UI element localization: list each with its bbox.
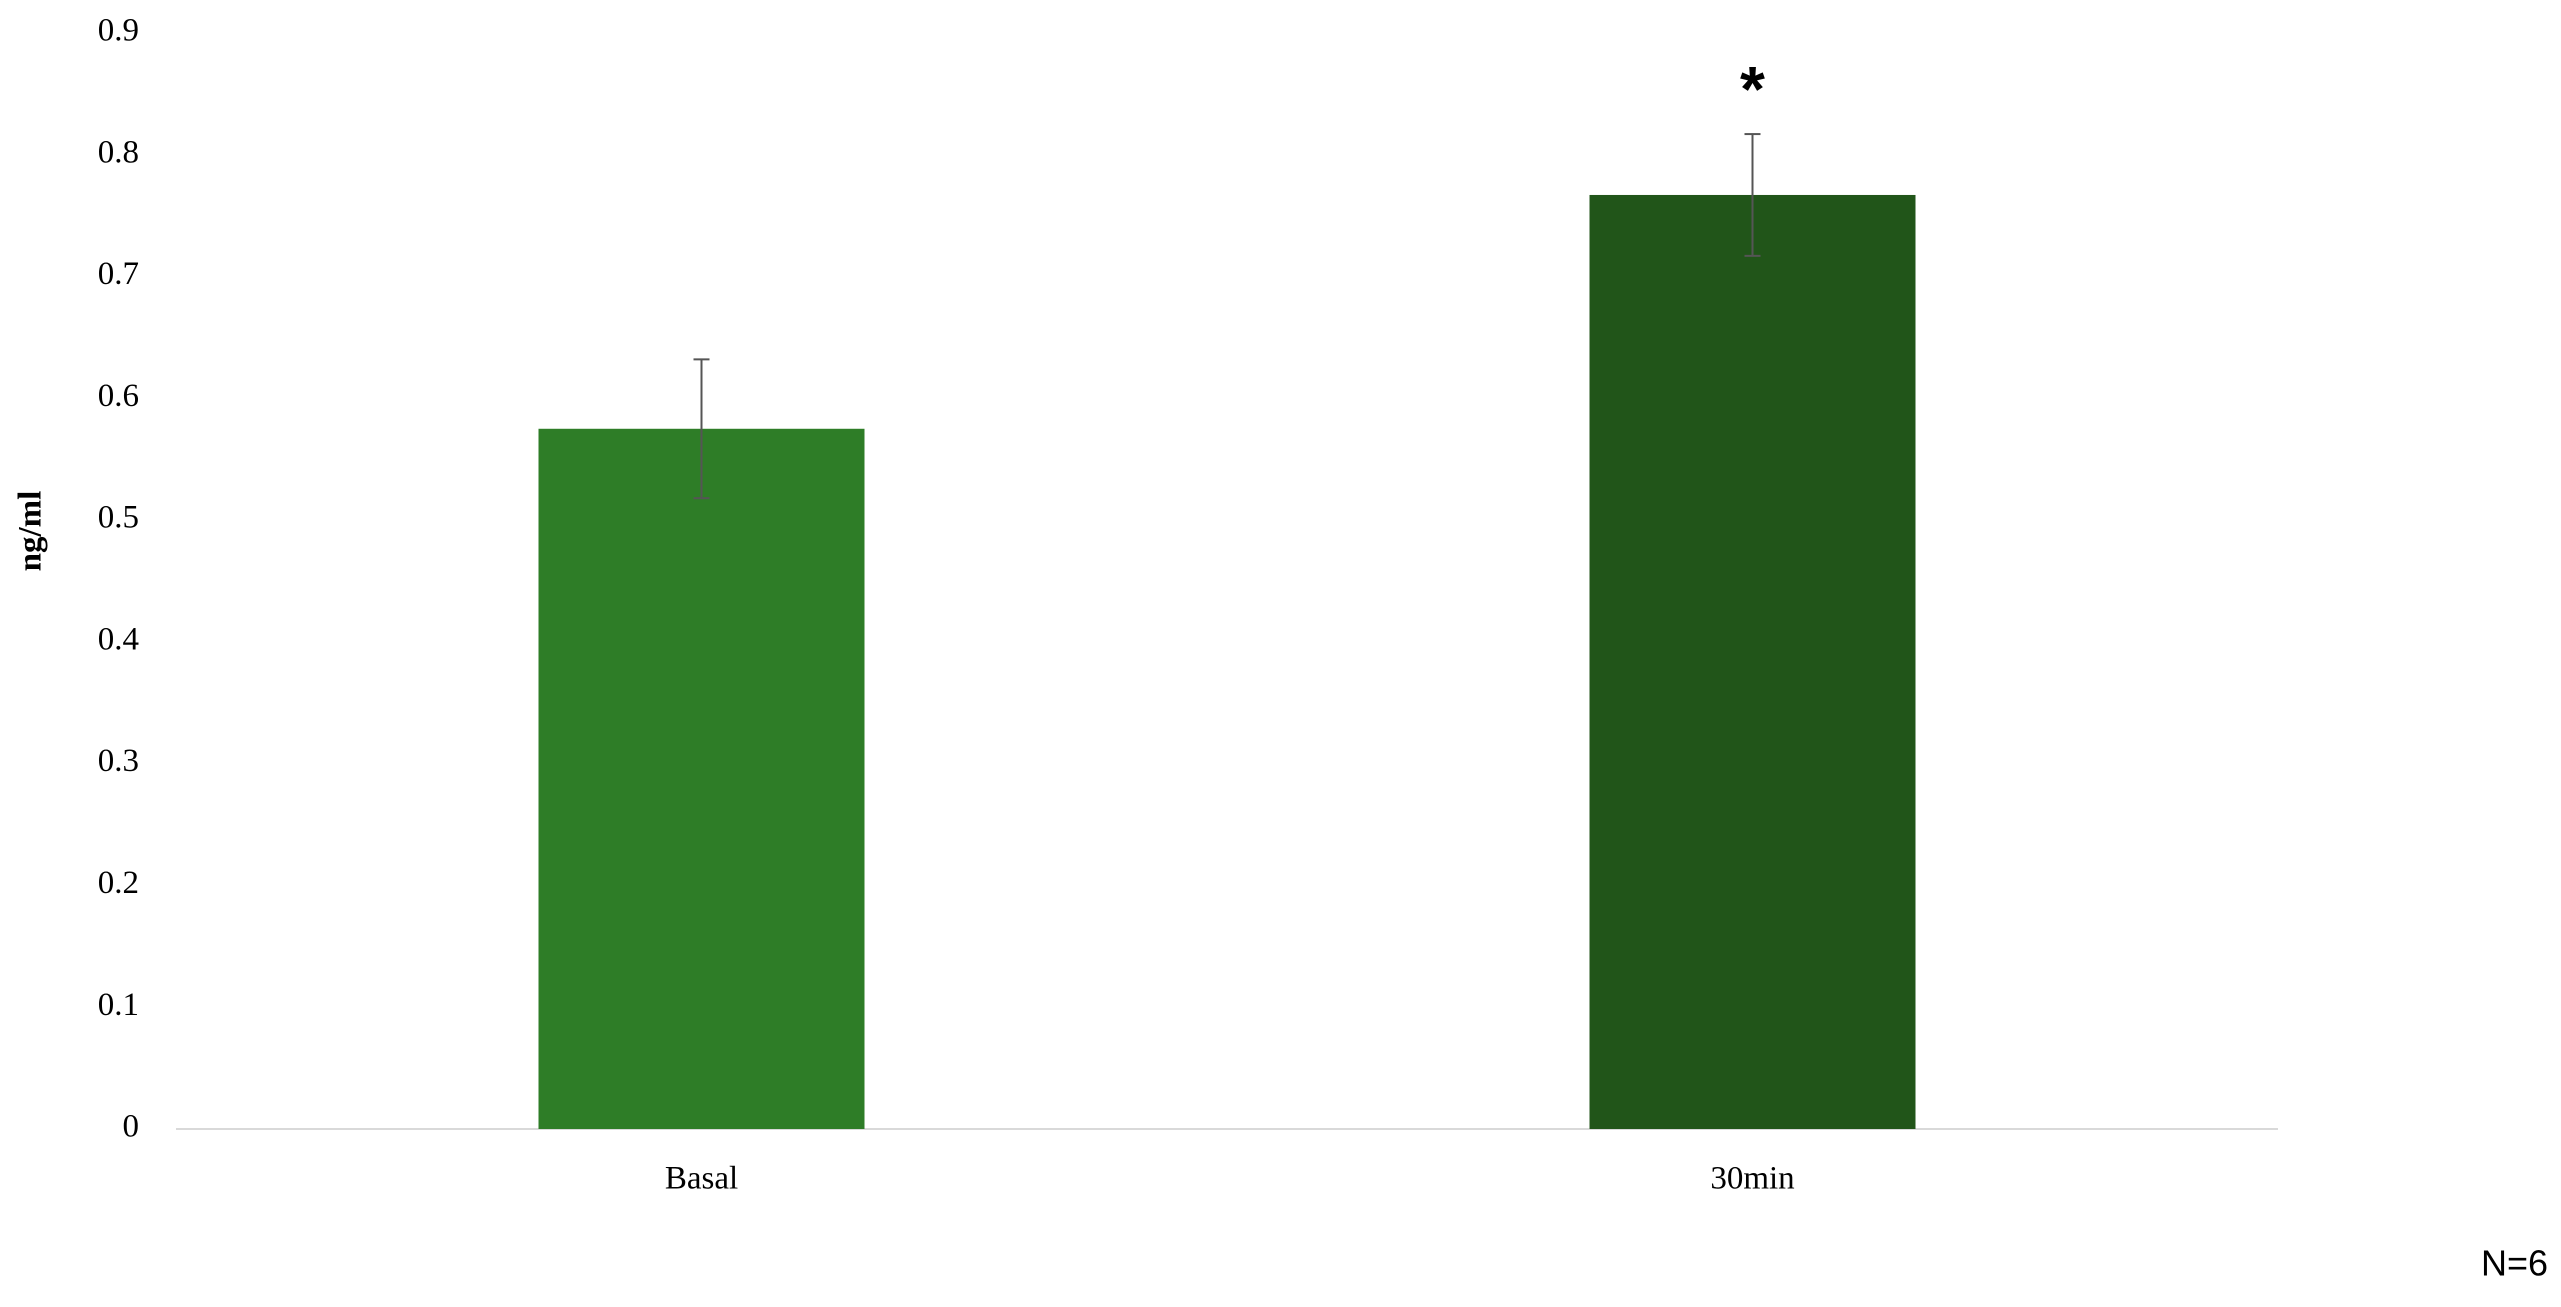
y-axis-label: ng/ml [13,491,49,572]
x-tick-label: 30min [1710,1161,1794,1197]
y-tick-label: 0.5 [98,500,139,536]
y-tick-label: 0.9 [98,13,139,49]
y-tick-label: 0 [123,1109,140,1145]
bar [538,428,865,1129]
y-tick-label: 0.4 [98,621,139,657]
error-bar [1744,133,1761,257]
y-tick-label: 0.1 [98,987,139,1023]
y-tick-label: 0.8 [98,134,139,170]
annotation: * [1740,53,1765,125]
note: N=6 [2481,1243,2548,1284]
y-tick-label: 0.7 [98,256,139,292]
y-tick-label: 0.3 [98,743,139,779]
bar [1589,194,1916,1129]
x-tick-label: Basal [665,1161,738,1197]
error-bar [693,358,710,500]
y-tick-label: 0.6 [98,378,139,414]
y-tick-label: 0.2 [98,865,139,901]
